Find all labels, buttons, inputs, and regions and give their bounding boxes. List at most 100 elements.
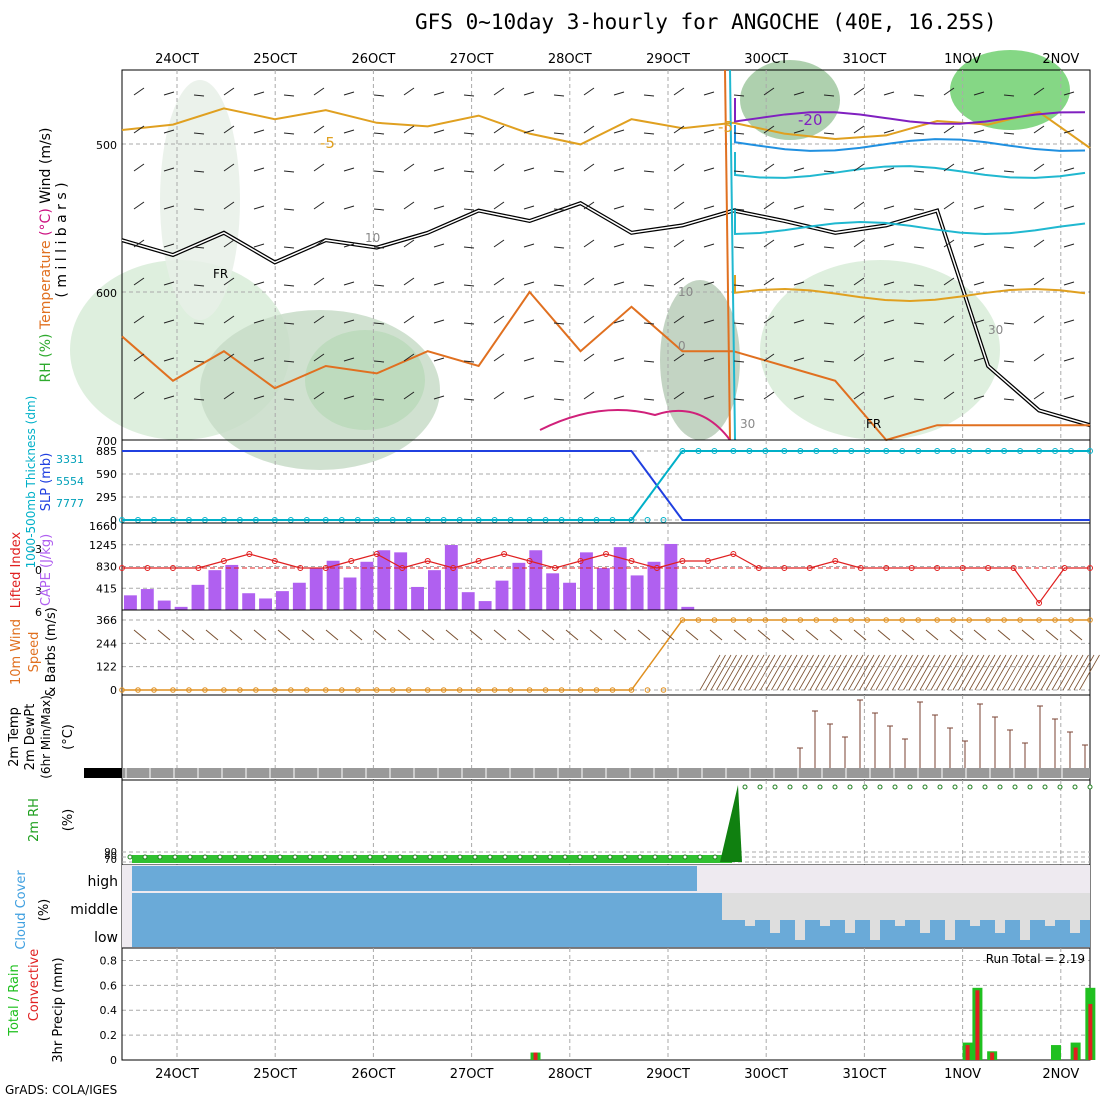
- wind-barb: [787, 654, 809, 691]
- wind-barb: [313, 163, 325, 172]
- wind-barb: [133, 391, 145, 400]
- wind-barb: [1063, 129, 1075, 134]
- cloud-gap: [820, 920, 830, 926]
- wind-speed-marker: [762, 617, 769, 623]
- wind-barb: [853, 239, 865, 248]
- rh-marker: [937, 784, 943, 790]
- rh-shading-region: [200, 310, 440, 470]
- rh-marker: [712, 854, 718, 860]
- wind-barb: [433, 205, 445, 210]
- wind-barb: [826, 654, 847, 691]
- rh-marker: [472, 854, 478, 860]
- wind-barb: [223, 315, 235, 324]
- wind-barb: [1033, 87, 1045, 96]
- wind-barb: [943, 125, 955, 134]
- wind-barb: [973, 129, 985, 134]
- wind-speed-marker: [405, 687, 412, 693]
- wind-barb: [223, 277, 235, 286]
- rh-marker: [1087, 784, 1093, 790]
- rh-shading-region: [760, 260, 1000, 440]
- wind-barb: [823, 94, 835, 97]
- wind-ylabel-part: 10m Wind: [9, 619, 24, 685]
- wind-barb: [493, 125, 505, 134]
- wind-barb: [133, 277, 145, 286]
- wind-barb: [223, 391, 235, 400]
- wind-barb: [373, 132, 385, 135]
- cloud-gap: [745, 920, 755, 926]
- li-marker: [679, 558, 686, 564]
- upper-air-ylabel: RH (%) Temperature (°C) Wind (m/s): [38, 128, 54, 383]
- wind-barb: [1003, 208, 1015, 211]
- top-date-label: 28OCT: [548, 52, 592, 67]
- rh-marker: [907, 784, 913, 790]
- wind-barb: [637, 629, 651, 641]
- li-marker: [857, 565, 864, 571]
- wind-speed-marker: [253, 687, 259, 693]
- li-marker: [399, 565, 406, 571]
- wind-barb: [343, 281, 355, 286]
- thickness-marker: [1068, 448, 1075, 454]
- wind-barb: [793, 91, 805, 96]
- wind-barb: [541, 629, 555, 641]
- li-marker: [144, 565, 151, 571]
- rh-marker: [637, 854, 643, 860]
- li-marker: [552, 565, 559, 571]
- cape-tick-label: 1245: [89, 539, 117, 552]
- freezing-level-line-inner: [121, 202, 1091, 426]
- precip-tick-label: 0: [110, 1054, 117, 1067]
- rh-marker: [247, 854, 253, 860]
- upper-air-ylabel-part: RH (%): [38, 329, 54, 382]
- wind-barb: [763, 353, 775, 362]
- wind-barb: [980, 654, 1001, 691]
- li-marker: [1036, 600, 1043, 606]
- temperature-contour-line: [729, 69, 736, 441]
- wind-barb: [157, 629, 171, 641]
- wind-speed-marker: [577, 687, 584, 693]
- credit-label: GrADS: COLA/IGES: [5, 1083, 118, 1097]
- rh-marker: [697, 854, 703, 860]
- rh-tick-label: 70: [104, 855, 117, 866]
- wind-ylabel: & Barbs (m/s): [44, 607, 59, 697]
- wind-barb: [463, 284, 475, 287]
- wind-barb: [133, 239, 145, 248]
- wind-barb: [973, 167, 985, 172]
- wind-barb: [193, 284, 205, 287]
- cape-tick-label: 415: [96, 582, 117, 595]
- wind-barb: [343, 243, 355, 248]
- rh-marker: [652, 854, 658, 860]
- temp2m-ylabel: 2m Temp: [7, 707, 22, 767]
- rh-marker: [967, 784, 973, 790]
- wind-barb: [1003, 94, 1015, 97]
- wind-barb: [853, 163, 865, 172]
- wind-barb: [283, 208, 295, 211]
- wind-barb: [133, 353, 145, 362]
- wind-barb: [643, 132, 655, 135]
- thickness-marker: [679, 448, 686, 454]
- rh-marker: [457, 854, 463, 860]
- wind-barb: [943, 87, 955, 96]
- cape-bar: [529, 550, 543, 610]
- rh2m-ylabel: 2m RH: [27, 798, 42, 842]
- wind-barb: [523, 319, 535, 324]
- wind-barb: [733, 322, 745, 325]
- li-marker: [781, 565, 788, 571]
- rh-shading-region: [160, 80, 240, 320]
- rh-marker: [322, 854, 328, 860]
- wind-barb: [325, 629, 339, 641]
- wind-barb: [831, 654, 853, 691]
- rh-marker: [982, 784, 988, 790]
- cloud-high: [132, 866, 697, 891]
- wind-barb: [643, 246, 655, 249]
- cape-bar: [461, 592, 475, 610]
- wind-barb: [493, 163, 505, 172]
- bottom-date-label: 1NOV: [944, 1067, 981, 1082]
- wind-barb: [253, 395, 265, 400]
- wind-barb: [703, 357, 715, 362]
- rh-marker: [757, 784, 763, 790]
- wind-barb: [163, 243, 175, 248]
- wind-barb: [763, 163, 775, 172]
- wind-barb: [163, 357, 175, 362]
- wind-barb: [1003, 398, 1015, 401]
- wind-barb: [883, 281, 895, 286]
- rh-marker: [517, 854, 523, 860]
